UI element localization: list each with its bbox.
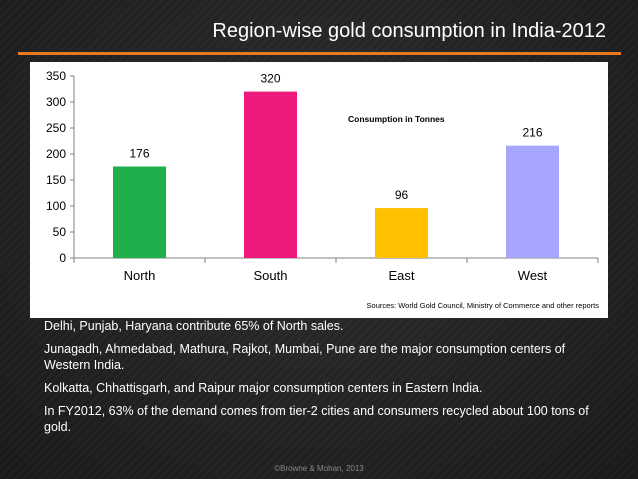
y-tick-label: 350	[46, 69, 66, 83]
x-tick-label-north: North	[124, 268, 156, 283]
data-label-south: 320	[260, 72, 280, 86]
bullet-item: Delhi, Punjab, Haryana contribute 65% of…	[44, 319, 344, 333]
chart-source: Sources: World Gold Council, Ministry of…	[367, 301, 600, 310]
bar-north	[113, 166, 166, 258]
bullet-item: Kolkatta, Chhattisgarh, and Raipur major…	[44, 381, 483, 395]
bar-south	[244, 91, 297, 258]
bar-east	[375, 208, 428, 258]
data-label-west: 216	[522, 126, 542, 140]
bullet-list: Delhi, Punjab, Haryana contribute 65% of…	[44, 318, 604, 442]
bullet-item: Junagadh, Ahmedabad, Mathura, Rajkot, Mu…	[44, 342, 566, 372]
y-tick-label: 300	[46, 95, 66, 109]
footer-credit: ©Browne & Mohan, 2013	[274, 464, 364, 473]
y-tick-label: 50	[53, 225, 67, 239]
bullet-item: In FY2012, 63% of the demand comes from …	[44, 404, 589, 434]
data-label-east: 96	[395, 188, 409, 202]
chart-annotation: Consumption in Tonnes	[348, 114, 445, 124]
bar-chart: 0 50 100 150 200 250 300 350 176 North 320 South 96…	[30, 62, 608, 318]
y-tick-label: 0	[59, 251, 66, 265]
slide-title: Region-wise gold consumption in India-20…	[212, 20, 606, 42]
x-tick-label-east: East	[388, 268, 414, 283]
y-tick-label: 150	[46, 173, 66, 187]
y-tick-label: 200	[46, 147, 66, 161]
title-underline	[18, 52, 621, 55]
x-tick-label-south: South	[254, 268, 288, 283]
y-tick-label: 100	[46, 199, 66, 213]
y-tick-label: 250	[46, 121, 66, 135]
chart-container: 0 50 100 150 200 250 300 350 176 North 320 South 96…	[30, 62, 608, 318]
bar-west	[506, 145, 559, 258]
data-label-north: 176	[129, 146, 149, 160]
x-tick-label-west: West	[518, 268, 548, 283]
